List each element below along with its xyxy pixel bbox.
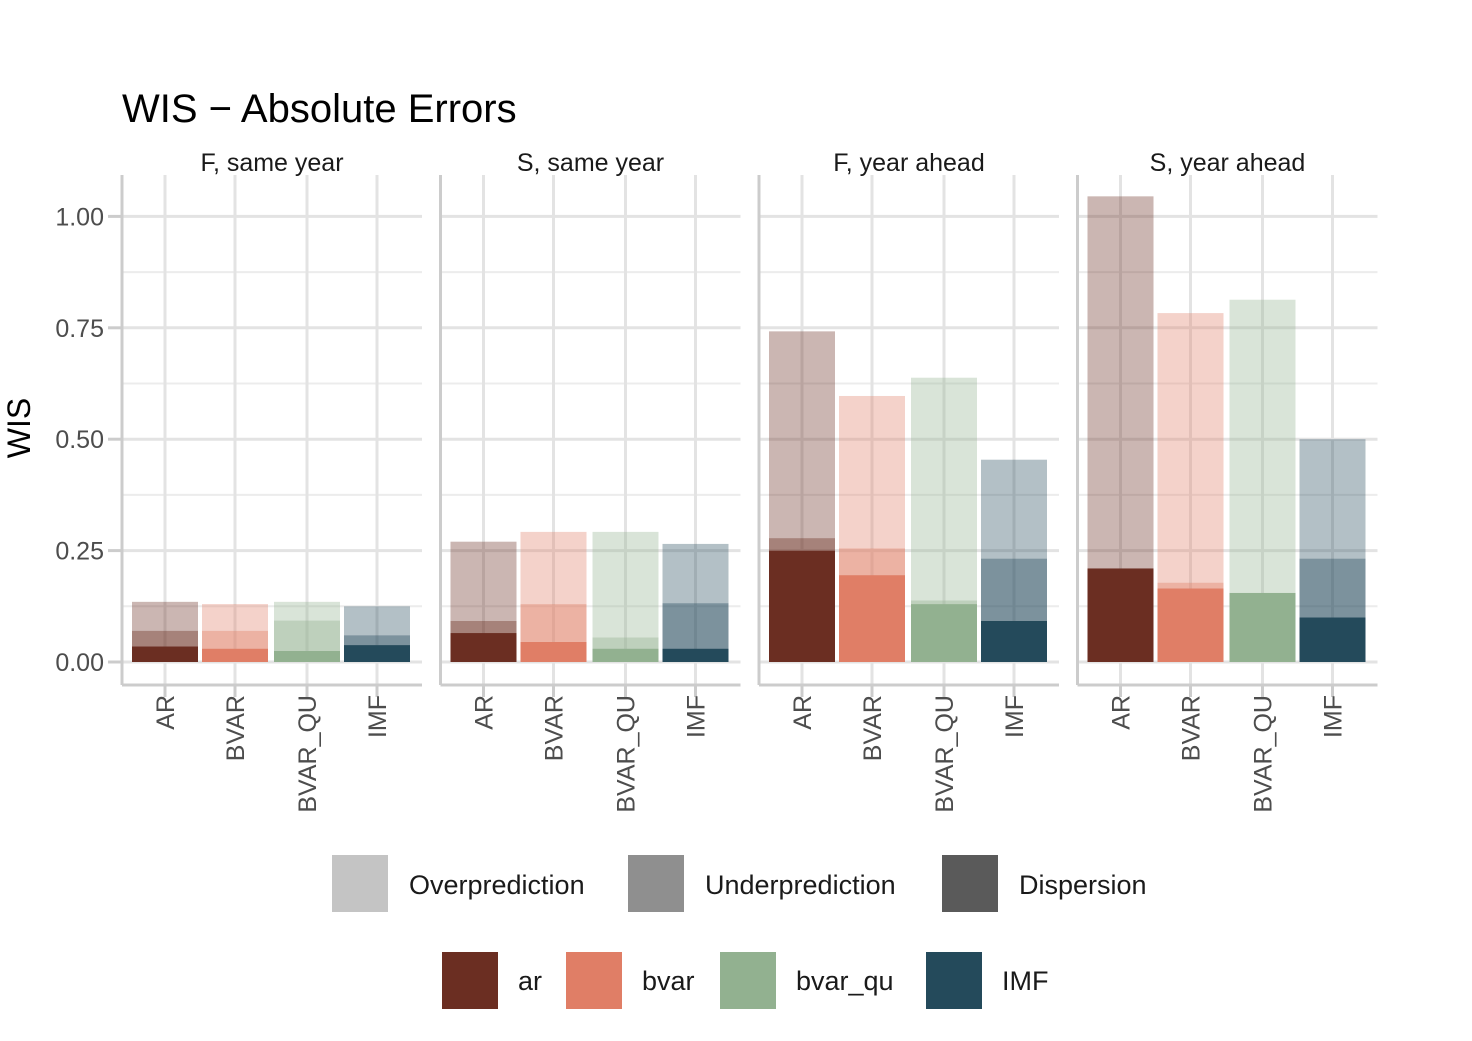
- bar-segment-ar-overprediction: [1087, 196, 1154, 569]
- bar-segment-bvar-qu-overprediction: [274, 601, 340, 621]
- bar-segment-bvar-overprediction: [839, 395, 905, 549]
- bar-segment-ar-dispersion: [1087, 568, 1154, 662]
- bar-segment-ar-overprediction: [769, 331, 835, 539]
- bar-segment-bvar-underprediction: [520, 604, 587, 642]
- x-tick-label: IMF: [683, 695, 711, 738]
- legend-label-underprediction: Underprediction: [705, 870, 896, 900]
- facet-panel-s-year-ahead: S, year ahead AR BVAR BVAR_QU IMF: [1076, 149, 1378, 813]
- bar-segment-bvar-overprediction: [520, 531, 587, 605]
- bar-segment-imf-underprediction: [981, 558, 1047, 622]
- legend-label-ar: ar: [518, 966, 542, 996]
- x-tick-label: AR: [789, 695, 817, 730]
- bar-segment-bvar-qu-underprediction: [911, 600, 977, 605]
- legend-components: Overprediction Underprediction Dispersion: [332, 855, 1147, 912]
- legend-swatch-bvar-qu: [720, 952, 776, 1009]
- legend-swatch-overprediction: [332, 855, 388, 912]
- bar-segment-bvar-qu-dispersion: [1229, 592, 1296, 662]
- bar-segment-ar-dispersion: [132, 646, 198, 662]
- bar-segment-imf-dispersion: [1299, 617, 1366, 662]
- x-tick-label: AR: [1108, 695, 1136, 730]
- legend-models: ar bvar bvar_qu IMF: [442, 952, 1049, 1009]
- bar-segment-bvar-underprediction: [202, 630, 268, 649]
- bar-segment-bvar-qu-dispersion: [911, 604, 977, 662]
- chart-title: WIS − Absolute Errors: [122, 87, 517, 131]
- facet-panel-s-same-year: S, same year AR BVAR BVAR_QU IMF: [439, 149, 741, 813]
- facet-panel-f-same-year: F, same year AR BVAR BVAR_QU IMF: [120, 149, 422, 813]
- x-tick-label: BVAR_QU: [613, 695, 641, 813]
- legend-swatch-imf: [926, 952, 982, 1009]
- x-tick-label: BVAR_QU: [1250, 695, 1278, 813]
- bar-segment-bvar-qu-underprediction: [274, 620, 340, 651]
- legend-label-dispersion: Dispersion: [1019, 870, 1147, 900]
- bar-segment-bvar-dispersion: [202, 648, 268, 662]
- y-tick-label: 0.75: [55, 315, 104, 343]
- bar-segment-imf-overprediction: [662, 543, 729, 604]
- facet-label: F, same year: [200, 149, 343, 177]
- bar-segment-ar-underprediction: [132, 630, 198, 647]
- bar-segment-ar-overprediction: [450, 541, 517, 622]
- bar-segment-ar-underprediction: [769, 538, 835, 551]
- x-tick-label: IMF: [1001, 695, 1029, 738]
- bar-segment-imf-dispersion: [662, 648, 729, 662]
- y-tick-label: 0.00: [55, 649, 104, 677]
- bar-segment-bvar-qu-overprediction: [592, 531, 659, 638]
- legend-swatch-bvar: [566, 952, 622, 1009]
- bar-segment-ar-dispersion: [450, 633, 517, 662]
- bar-segment-bvar-qu-dispersion: [592, 648, 659, 662]
- y-tick-labels: 0.00 0.25 0.50 0.75 1.00: [55, 203, 121, 677]
- bar-segment-bvar-qu-underprediction: [592, 637, 659, 649]
- bar-segment-ar-underprediction: [450, 621, 517, 634]
- x-tick-label: BVAR: [222, 695, 250, 761]
- y-tick-label: 0.50: [55, 426, 104, 454]
- bar-segment-ar-dispersion: [769, 550, 835, 662]
- legend-swatch-dispersion: [942, 855, 998, 912]
- legend-swatch-underprediction: [628, 855, 684, 912]
- facet-label: S, same year: [517, 149, 664, 177]
- facet-label: S, year ahead: [1150, 149, 1306, 177]
- facet-panel-f-year-ahead: F, year ahead AR BVAR BVAR_QU IMF: [757, 149, 1059, 813]
- bar-segment-bvar-qu-overprediction: [911, 377, 977, 601]
- x-tick-label: IMF: [364, 695, 392, 738]
- x-tick-label: BVAR: [1178, 695, 1206, 761]
- x-tick-label: IMF: [1320, 695, 1348, 738]
- bar-segment-bvar-dispersion: [520, 641, 587, 662]
- bar-segment-bvar-qu-overprediction: [1229, 299, 1296, 593]
- bar-segment-imf-underprediction: [344, 635, 410, 646]
- x-tick-label: BVAR_QU: [294, 695, 322, 813]
- bar-segment-bvar-dispersion: [839, 575, 905, 662]
- x-tick-label: BVAR: [859, 695, 887, 761]
- legend-label-overprediction: Overprediction: [409, 870, 585, 900]
- bar-segment-ar-overprediction: [132, 601, 198, 631]
- x-tick-label: AR: [152, 695, 180, 730]
- legend-label-bvar: bvar: [642, 966, 695, 996]
- x-tick-label: BVAR_QU: [931, 695, 959, 813]
- bar-segment-bvar-dispersion: [1157, 588, 1224, 662]
- facet-label: F, year ahead: [833, 149, 985, 177]
- bar-segment-imf-dispersion: [344, 645, 410, 662]
- bar-segment-imf-underprediction: [662, 603, 729, 649]
- bar-segment-imf-overprediction: [344, 606, 410, 636]
- bar-segment-bvar-overprediction: [202, 604, 268, 631]
- y-tick-label: 1.00: [55, 203, 104, 231]
- y-tick-label: 0.25: [55, 538, 104, 566]
- x-tick-label: AR: [471, 695, 499, 730]
- bar-segment-imf-overprediction: [981, 459, 1047, 559]
- bar-segment-imf-underprediction: [1299, 558, 1366, 618]
- y-axis-title: WIS: [1, 398, 37, 458]
- bar-segment-imf-overprediction: [1299, 439, 1366, 559]
- bar-segment-bvar-overprediction: [1157, 313, 1224, 583]
- legend-label-bvar-qu: bvar_qu: [796, 966, 894, 996]
- bar-segment-bvar-underprediction: [839, 548, 905, 576]
- bar-segment-imf-dispersion: [981, 621, 1047, 662]
- bar-segment-bvar-qu-dispersion: [274, 650, 340, 662]
- legend-swatch-ar: [442, 952, 498, 1009]
- legend-label-imf: IMF: [1002, 966, 1049, 996]
- x-tick-label: BVAR: [541, 695, 569, 761]
- bar-segment-bvar-underprediction: [1157, 582, 1224, 589]
